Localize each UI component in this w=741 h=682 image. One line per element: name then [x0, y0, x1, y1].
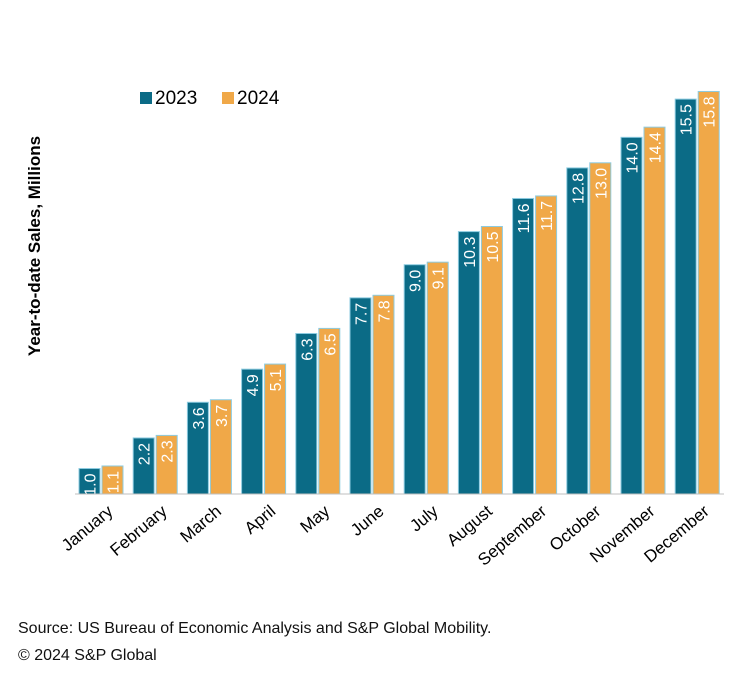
data-label-2024-december: 15.8: [702, 96, 719, 127]
bars: 1.0 1.1 2.2 2.3 3.6 3.7 4.9 5.1 6.3 6.5 7.7 7.8 9.0 9…: [78, 90, 720, 496]
data-label-2023-september: 11.6: [516, 203, 533, 233]
data-label-2024-september: 11.7: [539, 201, 556, 231]
data-label-2023-november: 14.0: [625, 142, 642, 173]
x-tick-march: March: [177, 502, 225, 547]
data-label-2023-may: 6.3: [299, 338, 316, 360]
data-label-2024-january: 1.1: [106, 471, 123, 493]
data-label-2023-january: 1.0: [83, 473, 100, 495]
bar-2024-december: [697, 90, 720, 495]
y-axis-label: Year-to-date Sales, Millions: [25, 136, 44, 356]
data-label-2024-march: 3.7: [214, 405, 231, 427]
data-label-2024-october: 13.0: [593, 168, 610, 199]
data-label-2023-february: 2.2: [137, 443, 154, 465]
data-label-2023-august: 10.3: [462, 236, 479, 267]
data-label-2024-february: 2.3: [160, 440, 177, 462]
bar-2024-august: [480, 226, 503, 495]
bar-2023-december: [674, 98, 697, 495]
legend: 2023 2024: [140, 88, 280, 109]
bar-2023-november: [620, 136, 643, 495]
x-tick-june: June: [347, 502, 387, 540]
bar-2023-august: [457, 231, 480, 495]
bar-2024-september: [535, 195, 558, 495]
bar-2023-october: [566, 167, 589, 495]
bar-2023-july: [403, 264, 426, 495]
data-label-2023-december: 15.5: [679, 104, 696, 135]
data-label-2024-november: 14.4: [648, 132, 665, 163]
data-label-2023-march: 3.6: [191, 407, 208, 429]
legend-swatch-2024: [222, 92, 234, 104]
data-label-2023-april: 4.9: [245, 374, 262, 396]
bar-2024-june: [372, 294, 395, 495]
legend-swatch-2023: [140, 92, 152, 104]
data-label-2023-october: 12.8: [570, 173, 587, 204]
legend-label-2024: 2024: [237, 88, 280, 109]
x-tick-may: May: [297, 501, 334, 537]
x-tick-april: April: [241, 502, 279, 538]
bar-2024-july: [426, 261, 449, 495]
data-label-2024-april: 5.1: [268, 369, 285, 391]
bar-2023-september: [512, 197, 535, 495]
bar-2024-november: [643, 126, 666, 495]
data-label-2024-august: 10.5: [485, 231, 502, 262]
data-label-2024-june: 7.8: [377, 300, 394, 322]
bar-2023-june: [349, 297, 372, 495]
data-label-2023-july: 9.0: [408, 270, 425, 292]
copyright-note: © 2024 S&P Global: [18, 647, 157, 664]
x-tick-july: July: [406, 501, 442, 535]
x-tick-february: February: [106, 501, 171, 560]
source-note: Source: US Bureau of Economic Analysis a…: [18, 620, 492, 637]
legend-label-2023: 2023: [155, 88, 197, 109]
data-label-2024-july: 9.1: [431, 267, 448, 289]
bar-2024-october: [589, 162, 612, 495]
data-label-2024-may: 6.5: [322, 333, 339, 355]
data-label-2023-june: 7.7: [354, 303, 371, 325]
